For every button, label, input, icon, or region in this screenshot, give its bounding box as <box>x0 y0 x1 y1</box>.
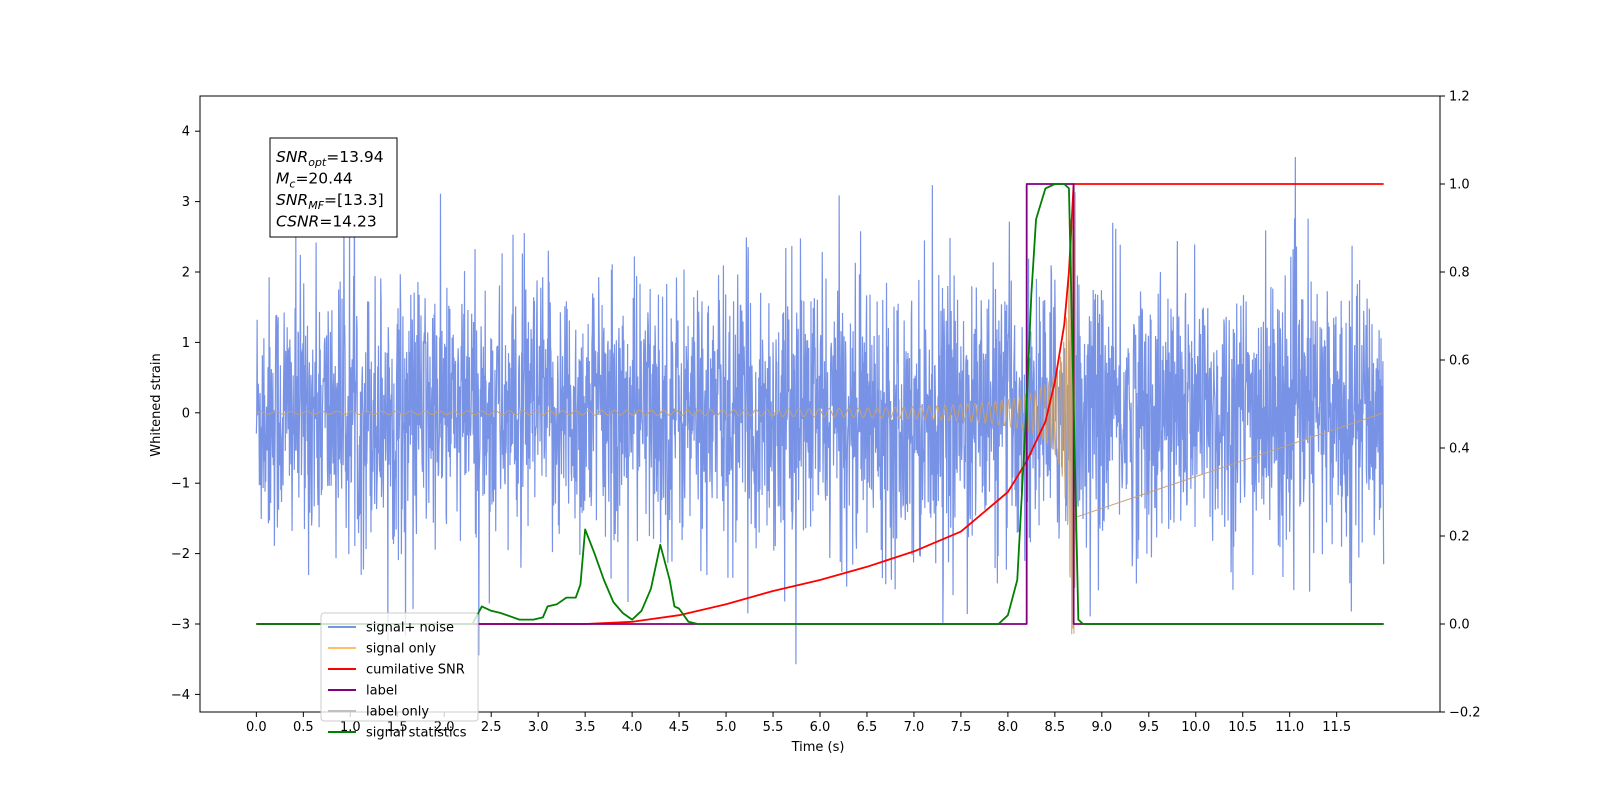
x-tick-label: 2.5 <box>481 720 502 735</box>
x-tick-label: 0.0 <box>246 720 267 735</box>
annotation-line: Mc=20.44 <box>276 170 353 191</box>
x-tick-label: 6.5 <box>857 720 878 735</box>
legend-label: cumilative SNR <box>366 663 465 678</box>
x-tick-label: 4.0 <box>622 720 643 735</box>
left-y-tick-label: 0 <box>182 406 190 421</box>
legend-frame <box>320 612 479 722</box>
legend-label: signal statistics <box>366 726 467 741</box>
right-axis-series-layer <box>256 183 1384 625</box>
x-tick-label: 1.5 <box>387 720 408 735</box>
left-y-tick-label: 2 <box>182 266 190 281</box>
right-y-axis-ticks: −0.2 0.0 0.2 0.4 0.6 0.8 1.0 1.2 <box>1440 90 1481 721</box>
left-y-tick-label: 1 <box>182 336 190 351</box>
right-y-tick-label: 1.2 <box>1449 90 1470 105</box>
x-tick-label: 7.0 <box>904 720 925 735</box>
x-tick-label: 6.0 <box>810 720 831 735</box>
series-line-signal-noise <box>255 156 1385 665</box>
legend: signal+ noise signal only cumilative SNR la… <box>320 612 479 741</box>
annotation-border <box>269 137 398 238</box>
x-tick-label: 0.5 <box>293 720 314 735</box>
left-y-tick-label: −2 <box>171 547 190 562</box>
annotation-line: CSNR=14.23 <box>276 213 377 231</box>
x-tick-label: 3.5 <box>575 720 596 735</box>
x-tick-label: 3.0 <box>528 720 549 735</box>
right-y-tick-label: 0.8 <box>1449 266 1470 281</box>
left-y-axis-ticks: −4 −3 −2 −1 0 1 2 3 4 <box>171 125 200 703</box>
right-y-tick-label: 1.0 <box>1449 178 1470 193</box>
x-tick-label: 10.0 <box>1181 720 1210 735</box>
legend-label: signal only <box>366 642 436 657</box>
annotation-line: SNRMF=[13.3] <box>276 191 384 212</box>
series-line-signal-only <box>256 192 1384 635</box>
left-y-tick-label: 4 <box>182 125 190 140</box>
x-tick-label: 8.5 <box>1045 720 1066 735</box>
x-axis-title: Time (s) <box>791 740 845 755</box>
right-y-tick-label: 0.6 <box>1449 354 1470 369</box>
x-tick-label: 11.5 <box>1322 720 1351 735</box>
right-y-tick-label: 0.4 <box>1449 442 1470 457</box>
right-y-tick-label: 0.2 <box>1449 530 1470 545</box>
x-tick-label: 9.5 <box>1138 720 1159 735</box>
left-y-axis-title: Whitened strain <box>149 353 164 456</box>
x-tick-label: 10.5 <box>1228 720 1257 735</box>
x-axis-ticks: 0.0 0.5 1.0 1.5 2.0 2.5 3.0 3.5 4.0 4.5 5.0 5.5 6.0 6… <box>246 712 1351 735</box>
x-tick-label: 8.0 <box>998 720 1019 735</box>
x-tick-label: 5.0 <box>716 720 737 735</box>
x-tick-label: 7.5 <box>951 720 972 735</box>
x-tick-label: 9.0 <box>1091 720 1112 735</box>
legend-label: label only <box>366 705 429 720</box>
left-y-tick-label: 3 <box>182 195 190 210</box>
x-tick-label: 11.0 <box>1275 720 1304 735</box>
x-tick-label: 4.5 <box>669 720 690 735</box>
noise-series-layer <box>255 156 1385 665</box>
left-y-tick-label: −3 <box>171 618 190 633</box>
legend-label: signal+ noise <box>366 621 454 636</box>
legend-label: label <box>366 684 397 699</box>
left-y-tick-label: −1 <box>171 477 190 492</box>
left-y-tick-label: −4 <box>171 688 190 703</box>
annotation-line: SNRopt=13.94 <box>276 148 384 169</box>
right-y-tick-label: −0.2 <box>1449 706 1481 721</box>
x-tick-label: 5.5 <box>763 720 784 735</box>
right-y-tick-label: 0.0 <box>1449 618 1470 633</box>
series-line-cumilative-snr <box>256 183 1384 625</box>
x-tick-label: 2.0 <box>434 720 455 735</box>
stats-annotation-box: SNRopt=13.94Mc=20.44SNRMF=[13.3]CSNR=14.… <box>269 137 398 238</box>
series-line-signal-statistics <box>256 183 1384 625</box>
chirp-series-layer <box>256 192 1384 635</box>
